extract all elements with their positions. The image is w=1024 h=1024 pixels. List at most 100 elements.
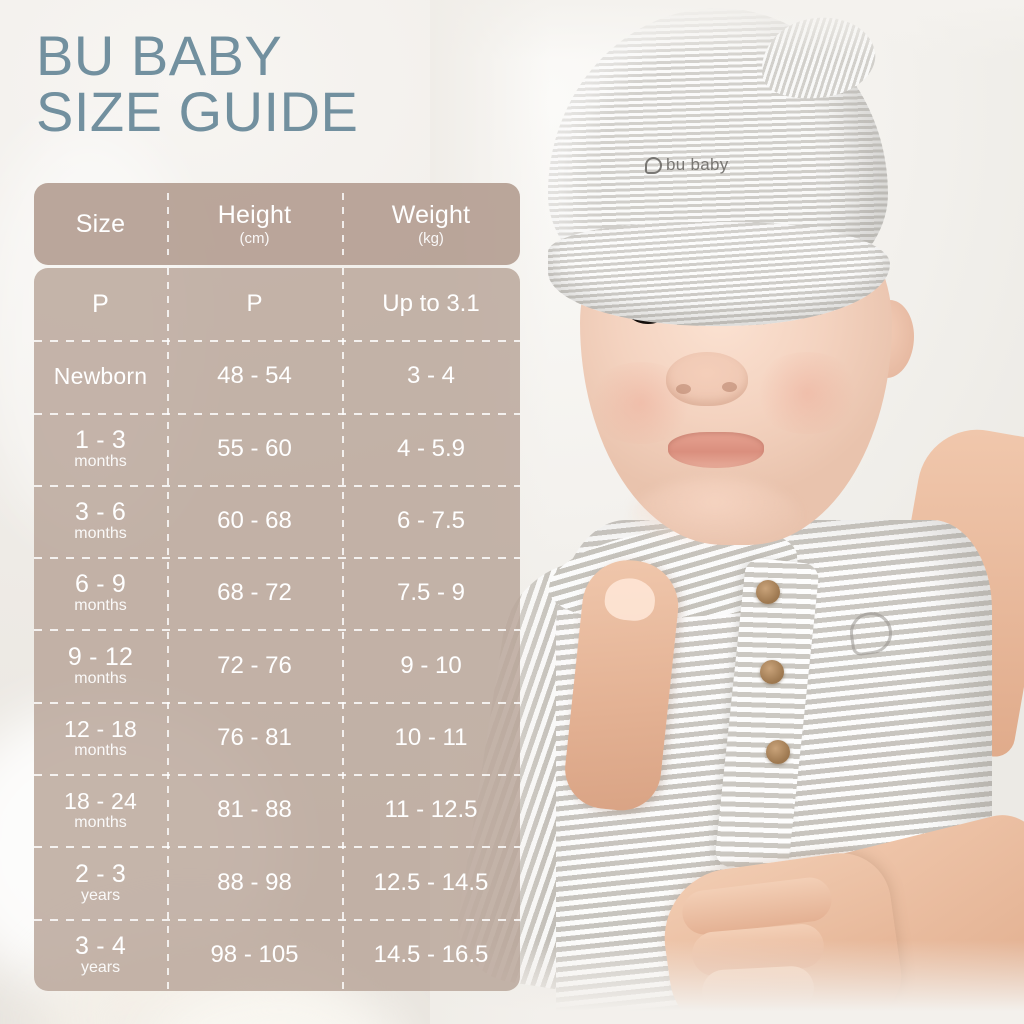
- cell-height-value: 76 - 81: [217, 723, 292, 751]
- column-header-label: Weight: [391, 200, 471, 229]
- cell-height: 76 - 81: [167, 702, 342, 774]
- cell-size-unit: years: [80, 958, 121, 976]
- column-header-height: Height (cm): [167, 183, 342, 265]
- cell-weight: 12.5 - 14.5: [342, 846, 520, 918]
- cell-size: 18 - 24 months: [34, 774, 167, 846]
- cell-size-value: 9 - 12: [67, 642, 134, 671]
- cell-weight-value: 6 - 7.5: [396, 507, 466, 535]
- cell-size: 6 - 9 months: [34, 557, 167, 629]
- cell-height-value: 98 - 105: [210, 940, 299, 968]
- baby-photo: bu baby: [430, 0, 1024, 1024]
- cell-height: 48 - 54: [167, 340, 342, 412]
- cell-size: 2 - 3 years: [34, 846, 167, 918]
- cell-weight: 10 - 11: [342, 702, 520, 774]
- baby-nostril: [722, 382, 737, 392]
- cell-size-unit: months: [74, 597, 127, 615]
- cell-height-value: 60 - 68: [217, 507, 292, 535]
- cell-size: 9 - 12 months: [34, 629, 167, 701]
- table-row: P P Up to 3.1: [34, 268, 520, 340]
- column-header-label: Size: [75, 209, 126, 238]
- cell-height: 88 - 98: [167, 846, 342, 918]
- cell-height: 81 - 88: [167, 774, 342, 846]
- cell-size-value: 6 - 9: [74, 570, 127, 599]
- baby-nostril: [676, 384, 691, 394]
- baby-cheek: [752, 352, 862, 434]
- cell-size-value: 12 - 18: [63, 715, 137, 742]
- fingernail: [602, 575, 658, 623]
- table-header-row: Size Height (cm) Weight (kg): [34, 183, 520, 265]
- cell-weight: Up to 3.1: [342, 268, 520, 340]
- column-header-size: Size: [34, 183, 167, 265]
- beanie-brim: [548, 222, 890, 326]
- cell-weight: 3 - 4: [342, 340, 520, 412]
- bu-baby-mark-icon: [645, 156, 662, 174]
- cell-height: 55 - 60: [167, 413, 342, 485]
- cell-height: 98 - 105: [167, 919, 342, 991]
- cell-size-value: 1 - 3: [74, 425, 127, 454]
- cell-size-unit: months: [74, 669, 127, 687]
- column-header-unit: (cm): [239, 229, 270, 247]
- cell-height-value: 48 - 54: [217, 362, 292, 390]
- cell-size-unit: months: [74, 525, 127, 543]
- table-row: Newborn 48 - 54 3 - 4: [34, 340, 520, 412]
- baby-mouth: [668, 432, 764, 468]
- baby-nose: [666, 352, 748, 406]
- title-line-2: SIZE GUIDE: [36, 80, 359, 143]
- cell-weight-value: 10 - 11: [394, 723, 468, 751]
- title-line-1: BU BABY: [36, 24, 283, 87]
- bu-baby-hat-logo: bu baby: [645, 148, 755, 182]
- cell-size-unit: months: [74, 452, 127, 470]
- table-row: 12 - 18 months 76 - 81 10 - 11: [34, 701, 520, 774]
- cell-size: Newborn: [34, 340, 167, 412]
- bodysuit-button: [756, 580, 780, 604]
- cell-height-value: 88 - 98: [217, 868, 292, 896]
- cell-size-unit: months: [74, 814, 127, 832]
- cell-weight-value: 9 - 10: [400, 651, 462, 679]
- cell-size: 1 - 3 months: [34, 413, 167, 485]
- table-row: 18 - 24 months 81 - 88 11 - 12.5: [34, 774, 520, 846]
- table-row: 3 - 6 months 60 - 68 6 - 7.5: [34, 484, 520, 557]
- cell-weight: 9 - 10: [342, 629, 520, 701]
- cell-height: 68 - 72: [167, 557, 342, 629]
- page-title: BU BABY SIZE GUIDE: [36, 28, 506, 140]
- table-row: 9 - 12 months 72 - 76 9 - 10: [34, 629, 520, 701]
- cell-height-value: P: [246, 290, 263, 318]
- column-header-label: Height: [217, 200, 292, 229]
- table-row: 6 - 9 months 68 - 72 7.5 - 9: [34, 557, 520, 629]
- cell-size-value: 3 - 6: [74, 498, 127, 527]
- cell-size-value: Newborn: [53, 362, 148, 389]
- baby-chin: [630, 478, 800, 558]
- cell-size: 12 - 18 months: [34, 702, 167, 774]
- cell-weight: 4 - 5.9: [342, 413, 520, 485]
- cell-height-value: 81 - 88: [217, 796, 292, 824]
- cell-size-value: P: [92, 289, 109, 318]
- cell-weight-value: 14.5 - 16.5: [373, 940, 489, 968]
- table-row: 3 - 4 years 98 - 105 14.5 - 16.5: [34, 918, 520, 991]
- cell-weight: 7.5 - 9: [342, 557, 520, 629]
- cell-height: P: [167, 268, 342, 340]
- cell-height-value: 55 - 60: [217, 434, 292, 462]
- bodysuit-button: [760, 660, 784, 684]
- cell-height-value: 72 - 76: [217, 651, 292, 679]
- cell-weight-value: 12.5 - 14.5: [373, 868, 489, 896]
- cell-weight-value: 11 - 12.5: [384, 796, 478, 824]
- column-divider: [342, 193, 344, 255]
- cell-weight-value: 3 - 4: [406, 362, 456, 390]
- cell-height: 72 - 76: [167, 629, 342, 701]
- table-row: 2 - 3 years 88 - 98 12.5 - 14.5: [34, 846, 520, 918]
- cell-size: 3 - 4 years: [34, 919, 167, 991]
- cell-weight: 14.5 - 16.5: [342, 919, 520, 991]
- bodysuit-button: [766, 740, 790, 764]
- column-divider: [167, 193, 169, 255]
- cell-weight-value: 7.5 - 9: [396, 579, 466, 607]
- column-header-weight: Weight (kg): [342, 183, 520, 265]
- table-row: 1 - 3 months 55 - 60 4 - 5.9: [34, 412, 520, 485]
- cell-size: P: [34, 268, 167, 340]
- bu-baby-logo-text: bu baby: [666, 155, 729, 174]
- cell-weight-value: 4 - 5.9: [396, 434, 466, 462]
- cell-size-value: 2 - 3: [74, 859, 127, 888]
- column-header-unit: (kg): [418, 229, 444, 247]
